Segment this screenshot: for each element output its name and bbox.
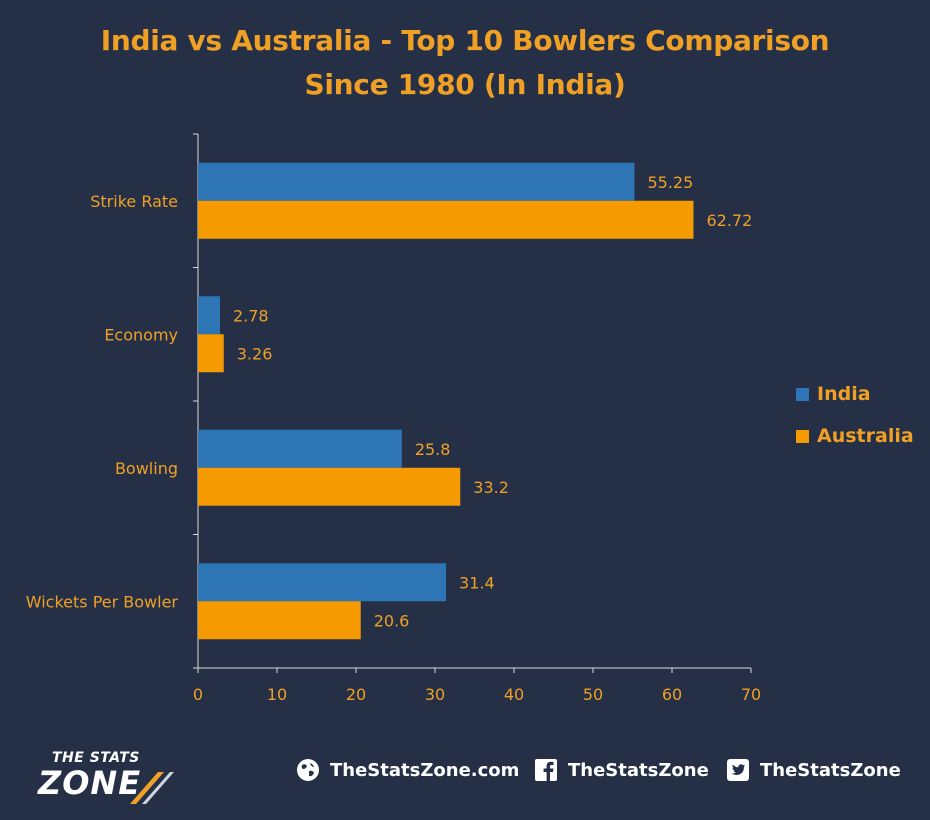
stats-zone-logo: THE STATS ZONE: [38, 746, 198, 806]
bar-australia-2: [198, 467, 461, 506]
data-label: 33.2: [473, 478, 509, 497]
data-label: 2.78: [233, 306, 269, 325]
bar-india-0: [198, 162, 635, 201]
data-label: 25.8: [415, 440, 451, 459]
x-tick-label: 40: [504, 685, 524, 704]
data-label: 20.6: [374, 611, 410, 630]
legend-item-australia: Australia: [796, 425, 914, 447]
bar-india-2: [198, 429, 402, 468]
twitter-icon: [726, 758, 750, 782]
legend-swatch-australia: [796, 429, 809, 443]
logo-line2: ZONE: [38, 764, 142, 802]
legend-label-australia: Australia: [817, 425, 914, 447]
category-label: Strike Rate: [90, 192, 178, 211]
data-label: 55.25: [647, 173, 693, 192]
bar-australia-3: [198, 601, 361, 640]
chart-title-line2: Since 1980 (In India): [304, 68, 626, 101]
category-label: Economy: [104, 325, 178, 344]
twitter-label: TheStatsZone: [760, 759, 901, 781]
bar-australia-0: [198, 200, 694, 239]
x-tick-label: 60: [662, 685, 682, 704]
data-label: 62.72: [706, 211, 752, 230]
globe-icon: [296, 758, 320, 782]
bar-india-1: [198, 296, 220, 335]
social-website[interactable]: TheStatsZone.com: [296, 758, 519, 782]
bar-australia-1: [198, 334, 224, 373]
website-label: TheStatsZone.com: [330, 759, 520, 781]
category-label: Wickets Per Bowler: [26, 592, 179, 611]
footer: THE STATS ZONE TheStatsZone.com: [0, 730, 930, 820]
x-tick-label: 70: [741, 685, 761, 704]
x-tick-label: 50: [583, 685, 603, 704]
logo-line1: THE STATS: [52, 750, 140, 766]
bar-chart: 0 10 20 30 40 50 60 70 Strike Rate 55.25 62.72 Econ…: [26, 133, 761, 704]
social-facebook[interactable]: TheStatsZone: [534, 758, 709, 782]
x-tick-label: 0: [193, 685, 203, 704]
legend-label-india: India: [817, 383, 871, 405]
social-twitter[interactable]: TheStatsZone: [726, 758, 901, 782]
logo-stripes-icon: [130, 772, 174, 804]
category-label: Bowling: [115, 459, 178, 478]
bar-india-3: [198, 563, 447, 602]
x-tick-label: 10: [267, 685, 287, 704]
legend-swatch-india: [796, 387, 809, 401]
data-label: 3.26: [237, 344, 273, 363]
data-label: 31.4: [459, 573, 495, 592]
facebook-icon: [534, 758, 558, 782]
x-tick-label: 30: [425, 685, 445, 704]
legend-item-india: India: [796, 383, 871, 405]
chart-title-line1: India vs Australia - Top 10 Bowlers Comp…: [100, 24, 830, 57]
x-tick-label: 20: [346, 685, 366, 704]
facebook-label: TheStatsZone: [568, 759, 709, 781]
